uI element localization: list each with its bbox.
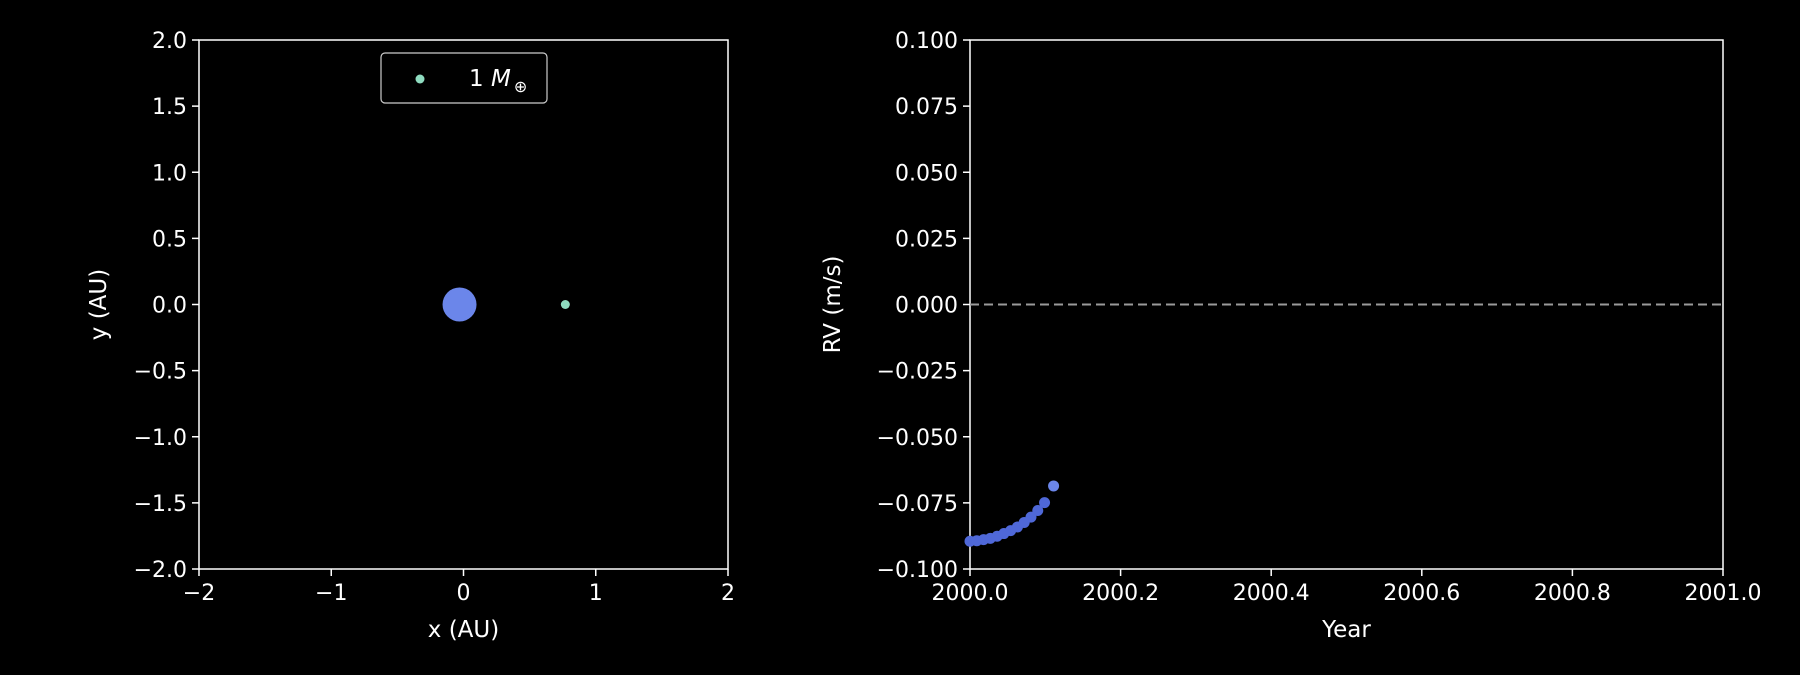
orbit-y-tick-label: 0.5 <box>152 227 187 252</box>
orbit-y-tick-label: 2.0 <box>152 29 187 54</box>
legend-text-prefix: 1 <box>469 66 491 92</box>
orbit-x-tick-label: −1 <box>315 581 347 606</box>
rv-x-tick-label: 2000.2 <box>1082 581 1159 606</box>
orbit-points <box>442 287 570 322</box>
orbit-x-axis-label: x (AU) <box>428 617 499 643</box>
rv-x-tick-label: 2000.8 <box>1534 581 1611 606</box>
rv-y-tick-label: −0.050 <box>877 426 958 451</box>
rv-x-tick-label: 2000.0 <box>932 581 1009 606</box>
rv-y-axis-label: RV (m/s) <box>820 256 846 354</box>
rv-y-tick-label: 0.075 <box>895 95 958 120</box>
star-marker <box>442 287 477 322</box>
rv-x-tick-label: 2000.4 <box>1233 581 1310 606</box>
rv-panel: 2000.0 2000.2 2000.4 2000.6 2000.8 2001.0 0.1… <box>820 29 1761 643</box>
orbit-y-tick-label: −1.5 <box>134 492 187 517</box>
rv-y-tick-label: −0.100 <box>877 558 958 583</box>
orbit-x-tick-label: −2 <box>183 581 215 606</box>
orbit-x-tick-label: 2 <box>721 581 735 606</box>
legend-planet-label: 1 M ⊕ <box>469 66 527 96</box>
rv-y-tick-label: −0.075 <box>877 492 958 517</box>
orbit-y-tick-label: 0.0 <box>152 294 187 319</box>
rv-x-axis: 2000.0 2000.2 2000.4 2000.6 2000.8 2001.0 <box>932 569 1762 606</box>
orbit-y-tick-label: −0.5 <box>134 360 187 385</box>
rv-data-point <box>1025 511 1037 523</box>
rv-data-point <box>1032 505 1044 517</box>
rv-data-point <box>1039 497 1051 509</box>
orbit-legend: 1 M ⊕ <box>380 52 548 104</box>
orbit-y-tick-label: 1.0 <box>152 161 187 186</box>
legend-frame <box>380 52 548 104</box>
legend-planet-marker <box>415 74 425 84</box>
orbit-y-tick-label: 1.5 <box>152 95 187 120</box>
orbit-x-axis: −2 −1 0 1 2 <box>183 569 735 606</box>
rv-data-point <box>1048 480 1060 492</box>
orbit-y-axis-label: y (AU) <box>86 269 112 340</box>
planet-marker <box>560 300 570 309</box>
rv-y-tick-label: 0.025 <box>895 227 958 252</box>
rv-y-axis: 0.100 0.075 0.050 0.025 0.000 −0.025 −0.050 −0.… <box>877 29 970 583</box>
rv-x-tick-label: 2000.6 <box>1383 581 1460 606</box>
rv-y-tick-label: 0.100 <box>895 29 958 54</box>
orbit-x-tick-label: 1 <box>589 581 603 606</box>
orbit-y-tick-label: −2.0 <box>134 558 187 583</box>
rv-y-tick-label: 0.050 <box>895 161 958 186</box>
orbit-y-axis: 2.0 1.5 1.0 0.5 0.0 −0.5 −1.0 −1.5 −2.0 <box>134 29 199 583</box>
legend-text-subscript: ⊕ <box>514 77 527 96</box>
rv-x-axis-label: Year <box>1321 617 1371 643</box>
rv-y-tick-label: −0.025 <box>877 360 958 385</box>
rv-x-tick-label: 2001.0 <box>1685 581 1762 606</box>
orbit-y-tick-label: −1.0 <box>134 426 187 451</box>
orbit-x-tick-label: 0 <box>457 581 471 606</box>
legend-text-symbol: M <box>491 66 511 92</box>
rv-points <box>964 480 1060 547</box>
orbit-panel: −2 −1 0 1 2 2.01.51.00.50.0−0.5−1.0−1.5−2.0 … <box>86 29 735 643</box>
rv-y-tick-label: 0.000 <box>895 294 958 319</box>
